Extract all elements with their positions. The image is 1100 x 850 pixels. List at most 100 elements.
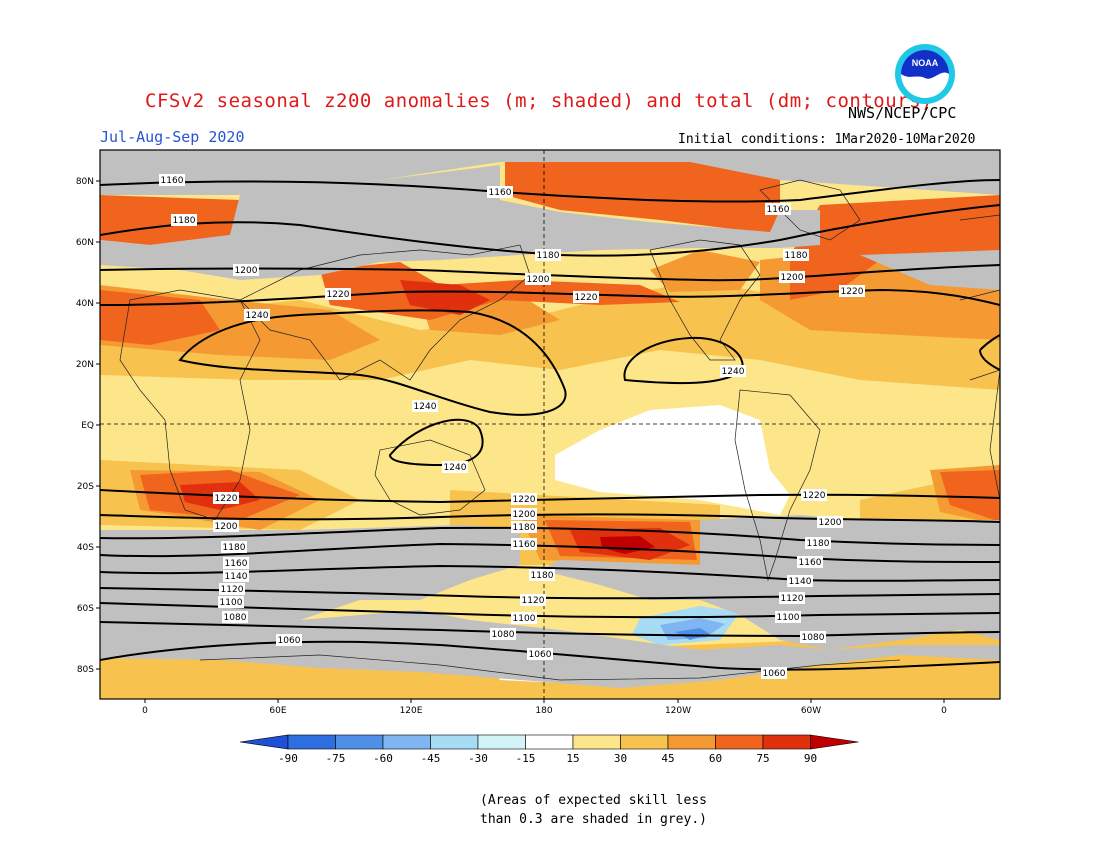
contour-1180-sh (100, 526, 1000, 546)
lon-tick-label: 120E (400, 706, 423, 716)
season-label: Jul-Aug-Sep 2020 (100, 128, 245, 146)
colorbar-segment (762, 734, 811, 750)
contour-1220-sh (100, 489, 1000, 504)
colorbar-label: -30 (468, 752, 488, 765)
contour-1120-sh (100, 587, 1000, 600)
lat-tick-label: 20N (76, 360, 94, 370)
latitude-axis: 80N 60N 40N 20N EQ 20S 40S 60S 80S (76, 177, 100, 675)
contour-label-1160: 1160 (799, 558, 822, 568)
noaa-logo: NOAA (895, 44, 955, 104)
lat-tick-label: 60N (76, 238, 94, 248)
coastlines (119, 179, 1000, 681)
contour-label-1140: 1140 (225, 572, 248, 582)
colorbar-segment (715, 734, 764, 750)
contour-label-1160: 1160 (767, 205, 790, 215)
lon-tick-label: 120W (665, 706, 691, 716)
colorbar-segment (525, 734, 574, 750)
contour-label-1220: 1220 (327, 290, 350, 300)
contour-label-1200: 1200 (513, 510, 536, 520)
colorbar-segment (572, 734, 621, 750)
contour-1240-asia (178, 309, 567, 416)
contour-label-1140: 1140 (789, 577, 812, 587)
contour-label-1220: 1220 (575, 293, 598, 303)
height-contours (100, 179, 1000, 671)
contour-label-1060: 1060 (763, 669, 786, 679)
colorbar-label: 15 (566, 752, 579, 765)
colorbar-label: -15 (516, 752, 536, 765)
colorbar-segment (667, 734, 716, 750)
lat-tick-label: EQ (81, 421, 94, 431)
contour-label-1160: 1160 (489, 188, 512, 198)
colorbar-segment (335, 734, 384, 750)
colorbar-segment (430, 734, 479, 750)
contour-1060-sh (100, 640, 1000, 671)
contour-label-1200: 1200 (781, 273, 804, 283)
colorbar-label: -45 (421, 752, 441, 765)
colorbar-segment (287, 734, 336, 750)
colorbar-segment (239, 734, 289, 750)
lat-tick-label: 60S (77, 604, 94, 614)
colorbar-label: -90 (278, 752, 298, 765)
contour-1160-nh (100, 179, 1000, 203)
colorbar-segment (477, 734, 526, 750)
colorbar-segment (620, 734, 669, 750)
contour-1240-pacific (388, 418, 484, 467)
contour-label-1100: 1100 (220, 598, 243, 608)
colorbar: -90 -75 -60 -45 -30 -15 15 30 45 60 75 90 (239, 734, 859, 765)
contour-label-1240: 1240 (414, 402, 437, 412)
contour-label-1180: 1180 (785, 251, 808, 261)
contour-1080-sh (100, 621, 1000, 638)
contour-label-1200: 1200 (527, 275, 550, 285)
colorbar-label: 30 (614, 752, 627, 765)
lat-tick-label: 20S (77, 482, 94, 492)
contour-label-1060: 1060 (278, 636, 301, 646)
contour-label-1240: 1240 (444, 463, 467, 473)
lon-tick-label: 180 (535, 706, 552, 716)
contour-label-1200: 1200 (215, 522, 238, 532)
longitude-axis: 0 60E 120E 180 120W 60W 0 (142, 699, 947, 716)
contour-label-1080: 1080 (224, 613, 247, 623)
contour-label-1220: 1220 (841, 287, 864, 297)
contour-label-1060: 1060 (529, 650, 552, 660)
lat-tick-label: 40S (77, 543, 94, 553)
contour-1200-sh (100, 513, 1000, 523)
agency-label: NWS/NCEP/CPC (848, 104, 957, 122)
contour-label-1180: 1180 (807, 539, 830, 549)
contour-labels: 1160 1160 1160 1180 1180 1180 1200 1200 … (159, 174, 865, 679)
colorbar-label: 45 (661, 752, 674, 765)
contour-label-1240: 1240 (722, 367, 745, 377)
lat-tick-label: 80S (77, 665, 94, 675)
contour-label-1180: 1180 (513, 523, 536, 533)
colorbar-segment (382, 734, 431, 750)
colorbar-label: 75 (756, 752, 769, 765)
contour-1240-america (623, 336, 744, 385)
contour-label-1120: 1120 (781, 594, 804, 604)
lon-tick-label: 60W (801, 706, 821, 716)
footnote-line-2: than 0.3 are shaded in grey.) (480, 812, 707, 827)
colorbar-label: 90 (804, 752, 817, 765)
contour-label-1200: 1200 (819, 518, 842, 528)
footnote-line-1: (Areas of expected skill less (480, 793, 707, 808)
contour-1160-sh (100, 542, 1000, 563)
logo-text: NOAA (912, 58, 939, 68)
contour-label-1120: 1120 (221, 585, 244, 595)
lat-tick-label: 40N (76, 299, 94, 309)
map-title: CFSv2 seasonal z200 anomalies (m; shaded… (145, 90, 933, 112)
contour-label-1080: 1080 (492, 630, 515, 640)
lon-tick-label: 0 (142, 706, 148, 716)
contour-label-1160: 1160 (513, 540, 536, 550)
contour-label-1160: 1160 (225, 559, 248, 569)
contour-label-1220: 1220 (215, 494, 238, 504)
contour-label-1180: 1180 (537, 251, 560, 261)
contour-1140-sh (100, 564, 1000, 582)
contour-label-1200: 1200 (235, 266, 258, 276)
colorbar-label: 60 (709, 752, 722, 765)
colorbar-label: -75 (326, 752, 346, 765)
contour-label-1080: 1080 (802, 633, 825, 643)
contour-label-1180: 1180 (173, 216, 196, 226)
contour-label-1220: 1220 (513, 495, 536, 505)
contour-label-1100: 1100 (777, 613, 800, 623)
colorbar-segment (810, 734, 859, 750)
initial-conditions: Initial conditions: 1Mar2020-10Mar2020 (678, 132, 976, 147)
contour-label-1100: 1100 (513, 614, 536, 624)
